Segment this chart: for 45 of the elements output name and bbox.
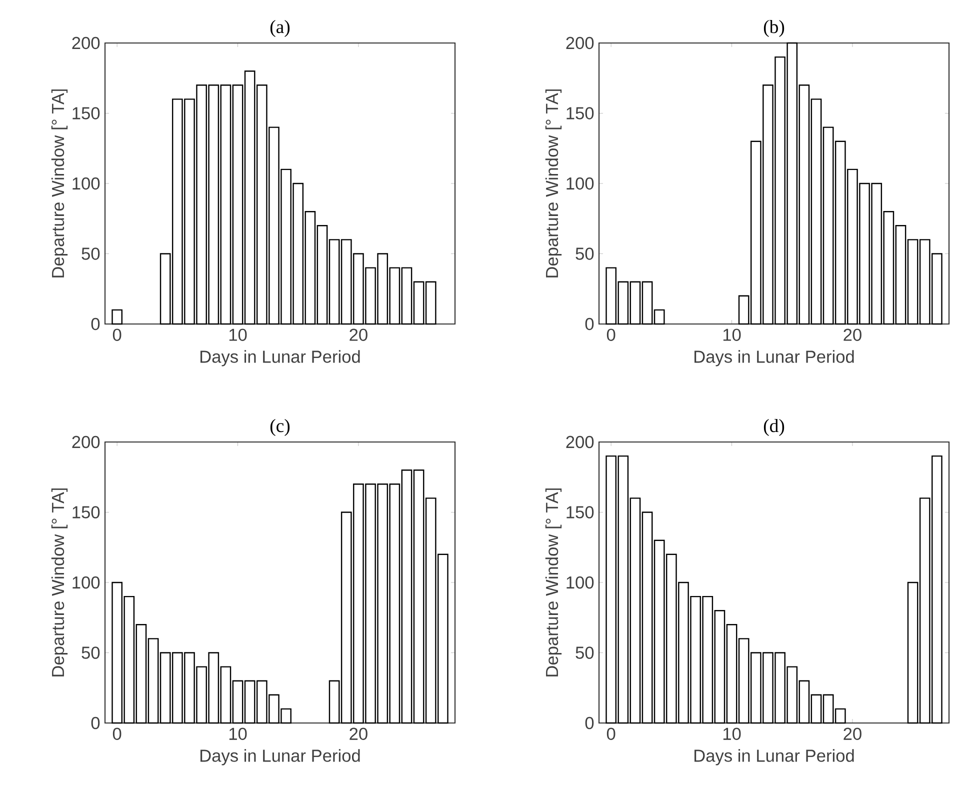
- chart-title: (a): [270, 20, 290, 37]
- x-tick-label: 10: [723, 728, 741, 740]
- y-tick-label: 50: [576, 248, 594, 260]
- x-tick-label: 20: [844, 728, 862, 740]
- y-axis-title: Departure Window [° TA]: [51, 488, 68, 676]
- x-tick-label: 0: [112, 328, 122, 341]
- x-axis-title: Days in Lunar Period: [694, 749, 854, 766]
- y-tick-label: 150: [72, 107, 100, 120]
- y-tick-label: 50: [576, 646, 594, 659]
- bar: [112, 309, 122, 325]
- x-tick-label: 0: [112, 728, 122, 740]
- chart-title: (d): [764, 419, 784, 436]
- y-tick-label: 150: [566, 506, 594, 518]
- y-tick-label: 100: [72, 177, 100, 190]
- y-tick-label: 100: [72, 576, 100, 589]
- x-tick-label: 0: [606, 728, 616, 740]
- y-tick-label: 0: [91, 318, 100, 330]
- x-tick-label: 10: [229, 728, 247, 740]
- chart-title: (c): [270, 419, 290, 436]
- x-tick-label: 20: [844, 328, 862, 341]
- y-tick-label: 150: [566, 107, 594, 120]
- x-axis-title: Days in Lunar Period: [200, 749, 360, 766]
- x-axis-title: Days in Lunar Period: [694, 350, 854, 366]
- y-tick-label: 200: [566, 36, 594, 50]
- y-tick-label: 50: [82, 248, 100, 260]
- y-tick-label: 200: [566, 436, 594, 448]
- y-axis-title: Departure Window [° TA]: [545, 488, 562, 676]
- x-tick-label: 10: [723, 328, 741, 341]
- y-tick-label: 0: [91, 716, 100, 730]
- y-tick-label: 200: [72, 36, 100, 50]
- y-axis-title: Departure Window [° TA]: [545, 89, 562, 278]
- y-axis-title: Departure Window [° TA]: [51, 89, 68, 278]
- y-tick-label: 200: [72, 436, 100, 448]
- y-tick-label: 50: [82, 646, 100, 659]
- x-tick-label: 10: [229, 328, 247, 341]
- chart-title: (b): [764, 20, 784, 37]
- y-tick-label: 150: [72, 506, 100, 518]
- x-axis-title: Days in Lunar Period: [200, 350, 360, 366]
- y-tick-label: 0: [585, 318, 594, 330]
- x-tick-label: 0: [606, 328, 616, 341]
- y-tick-label: 100: [566, 177, 594, 190]
- x-tick-label: 20: [350, 728, 368, 740]
- y-tick-label: 0: [585, 716, 594, 730]
- x-tick-label: 20: [350, 328, 368, 341]
- y-tick-label: 100: [566, 576, 594, 589]
